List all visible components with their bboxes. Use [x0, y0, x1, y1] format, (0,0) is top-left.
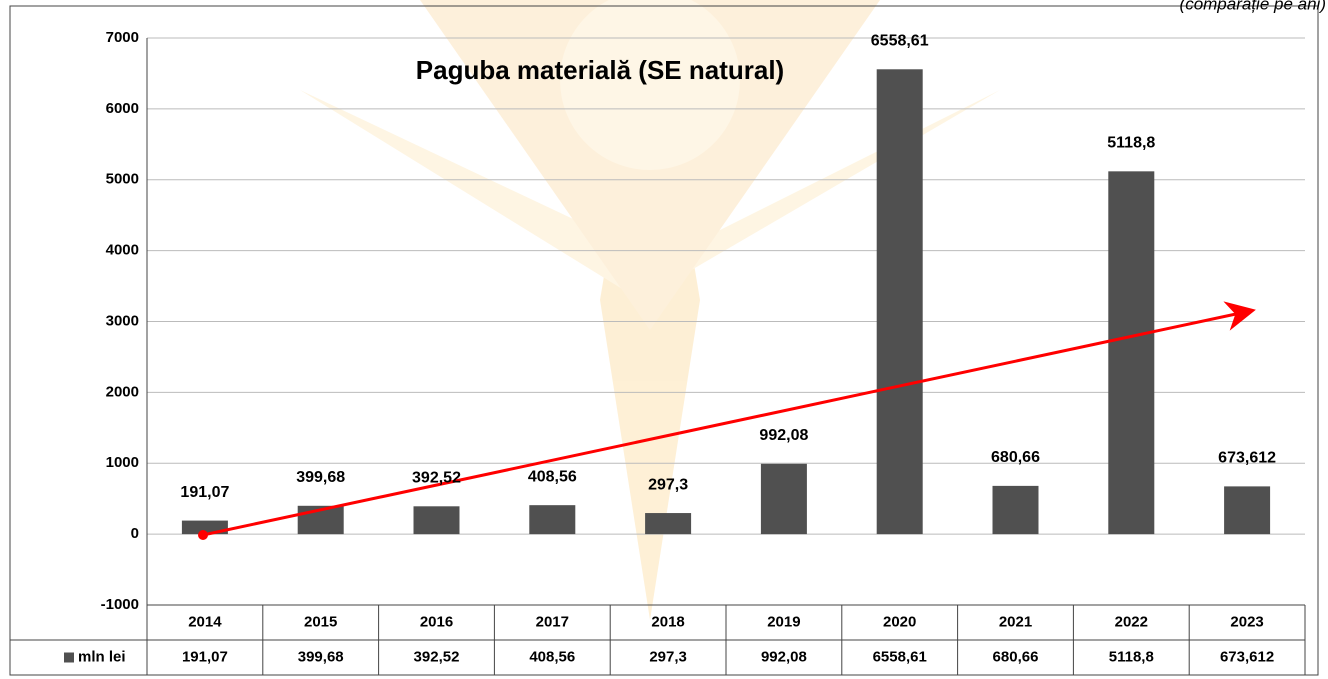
table-value: 680,66 [993, 648, 1039, 665]
x-tick-label: 2022 [1115, 613, 1148, 630]
data-label: 5118,8 [1107, 135, 1155, 152]
data-label: 399,68 [296, 469, 345, 486]
data-label: 992,08 [759, 427, 808, 444]
table-value: 408,56 [529, 648, 575, 665]
x-tick-label: 2017 [536, 613, 569, 630]
bar [645, 513, 692, 535]
watermark [300, 0, 1000, 620]
trend-start [198, 530, 208, 540]
data-label: 680,66 [991, 449, 1040, 466]
frame [9, 5, 1319, 676]
y-tick-label: 3000 [106, 312, 139, 329]
y-tick-label: 2000 [106, 383, 139, 400]
table-value: 6558,61 [873, 648, 927, 665]
data-label: 392,52 [412, 470, 461, 487]
table-value: 297,3 [649, 648, 687, 665]
bar [413, 506, 460, 535]
table-value: 191,07 [182, 648, 228, 665]
subtitle: (comparație pe ani) [1180, 0, 1326, 13]
data-label: 191,07 [180, 484, 229, 501]
x-tick-label: 2021 [999, 613, 1032, 630]
trend-arrow [202, 301, 1256, 537]
y-tick-label: 4000 [106, 242, 139, 259]
y-tick-label: -1000 [101, 596, 139, 613]
bar [1224, 486, 1271, 535]
bar [760, 463, 807, 535]
table-value: 399,68 [298, 648, 344, 665]
legend-swatch [64, 652, 74, 663]
bar [876, 69, 923, 535]
chart-title: Paguba materială (SE natural) [416, 55, 784, 85]
table-value: 5118,8 [1109, 648, 1154, 665]
x-tick-label: 2023 [1230, 613, 1263, 630]
x-tick-label: 2019 [767, 613, 800, 630]
table-value: 673,612 [1220, 648, 1274, 665]
x-tick-label: 2016 [420, 613, 453, 630]
x-tick-label: 2018 [651, 613, 684, 630]
legend-label: mln lei [78, 648, 126, 665]
y-tick-label: 7000 [106, 29, 139, 46]
x-tick-label: 2015 [304, 613, 337, 630]
data-label: 297,3 [648, 476, 688, 493]
data-label: 408,56 [528, 468, 577, 485]
bar [992, 485, 1039, 535]
y-tick-label: 1000 [106, 454, 139, 471]
table-value: 992,08 [761, 648, 807, 665]
x-tick-label: 2020 [883, 613, 916, 630]
data-label: 6558,61 [871, 33, 929, 50]
table-value: 392,52 [414, 648, 460, 665]
data-label: 673,612 [1218, 450, 1276, 467]
bar [529, 505, 576, 535]
y-tick-label: 5000 [106, 171, 139, 188]
y-tick-label: 0 [131, 525, 139, 542]
y-tick-label: 6000 [106, 100, 139, 117]
bar [1108, 171, 1155, 535]
x-tick-label: 2014 [188, 613, 222, 630]
